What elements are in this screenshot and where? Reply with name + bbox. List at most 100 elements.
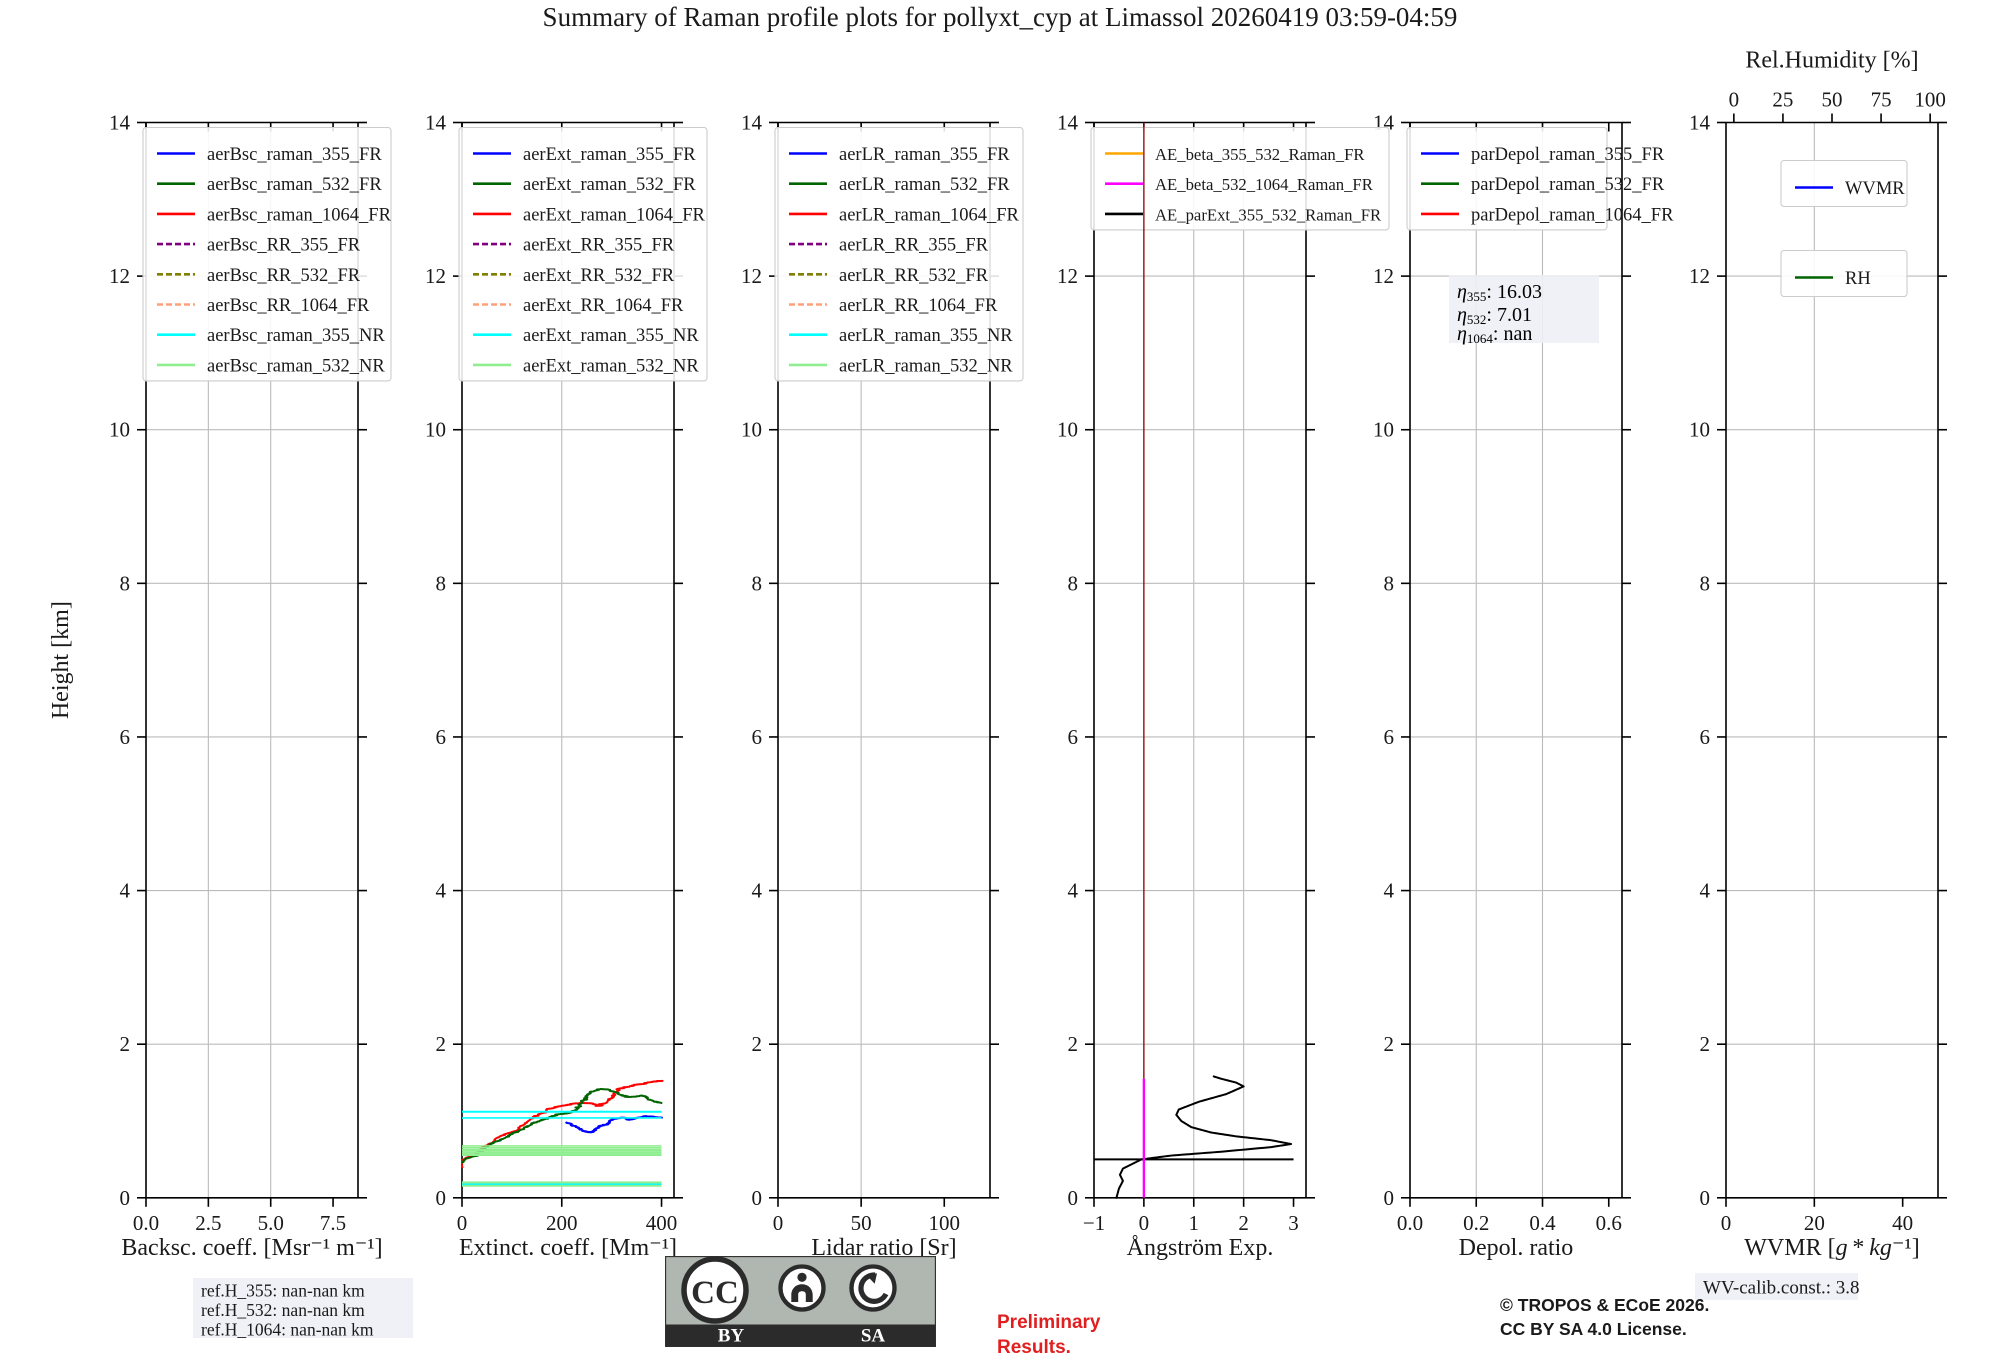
svg-text:aerBsc_RR_1064_FR: aerBsc_RR_1064_FR	[207, 296, 370, 316]
svg-text:14: 14	[1057, 111, 1079, 135]
svg-text:4: 4	[752, 879, 763, 903]
svg-text:6: 6	[436, 725, 447, 749]
svg-text:0: 0	[773, 1211, 784, 1235]
svg-text:25: 25	[1772, 88, 1793, 112]
svg-text:10: 10	[1689, 418, 1710, 442]
svg-text:Height [km]: Height [km]	[48, 601, 74, 719]
svg-text:6: 6	[752, 725, 763, 749]
svg-text:0: 0	[1721, 1211, 1732, 1235]
svg-text:WVMR [g * kg⁻¹]: WVMR [g * kg⁻¹]	[1744, 1235, 1919, 1261]
svg-text:aerLR_RR_532_FR: aerLR_RR_532_FR	[839, 266, 989, 286]
svg-text:8: 8	[752, 571, 763, 595]
svg-text:0: 0	[1729, 88, 1740, 112]
svg-text:8: 8	[436, 571, 447, 595]
svg-text:aerBsc_raman_355_FR: aerBsc_raman_355_FR	[207, 145, 382, 165]
svg-text:Ångström Exp.: Ångström Exp.	[1127, 1235, 1274, 1261]
svg-text:14: 14	[1689, 111, 1711, 135]
svg-text:6: 6	[1384, 725, 1395, 749]
svg-text:AE_beta_355_532_Raman_FR: AE_beta_355_532_Raman_FR	[1155, 145, 1365, 164]
svg-text:6: 6	[120, 725, 131, 749]
svg-text:0.0: 0.0	[1397, 1211, 1423, 1235]
svg-text:2: 2	[752, 1032, 763, 1056]
svg-text:12: 12	[109, 264, 130, 288]
svg-text:SA: SA	[861, 1326, 886, 1347]
svg-text:aerBsc_RR_355_FR: aerBsc_RR_355_FR	[207, 236, 361, 256]
svg-text:10: 10	[741, 418, 762, 442]
svg-text:0: 0	[457, 1211, 468, 1235]
svg-text:0.4: 0.4	[1529, 1211, 1556, 1235]
svg-text:aerExt_raman_355_NR: aerExt_raman_355_NR	[523, 326, 699, 346]
svg-text:aerBsc_raman_1064_FR: aerBsc_raman_1064_FR	[207, 205, 392, 225]
svg-text:Rel.Humidity [%]: Rel.Humidity [%]	[1745, 48, 1918, 74]
svg-text:7.5: 7.5	[320, 1211, 346, 1235]
svg-text:ref.H_355: nan-nan km: ref.H_355: nan-nan km	[201, 1281, 365, 1301]
svg-text:10: 10	[425, 418, 446, 442]
svg-text:14: 14	[425, 111, 447, 135]
svg-text:aerLR_raman_1064_FR: aerLR_raman_1064_FR	[839, 205, 1019, 225]
svg-text:0.0: 0.0	[133, 1211, 159, 1235]
svg-text:100: 100	[929, 1211, 961, 1235]
svg-text:aerExt_RR_355_FR: aerExt_RR_355_FR	[523, 236, 675, 256]
svg-text:ref.H_1064: nan-nan km: ref.H_1064: nan-nan km	[201, 1320, 374, 1340]
svg-text:12: 12	[741, 264, 762, 288]
svg-text:aerExt_raman_532_FR: aerExt_raman_532_FR	[523, 175, 696, 195]
svg-text:0: 0	[752, 1186, 763, 1210]
svg-text:aerExt_raman_1064_FR: aerExt_raman_1064_FR	[523, 205, 706, 225]
svg-text:10: 10	[1057, 418, 1078, 442]
svg-text:14: 14	[741, 111, 763, 135]
svg-text:parDepol_raman_1064_FR: parDepol_raman_1064_FR	[1471, 205, 1674, 225]
svg-text:2: 2	[1068, 1032, 1079, 1056]
svg-text:12: 12	[425, 264, 446, 288]
svg-text:50: 50	[851, 1211, 872, 1235]
svg-text:8: 8	[1384, 571, 1395, 595]
svg-text:14: 14	[109, 111, 131, 135]
svg-text:aerBsc_raman_532_NR: aerBsc_raman_532_NR	[207, 356, 385, 376]
svg-text:0: 0	[1139, 1211, 1150, 1235]
svg-text:4: 4	[1384, 879, 1395, 903]
svg-text:4: 4	[436, 879, 447, 903]
svg-text:8: 8	[1068, 571, 1079, 595]
svg-text:0.6: 0.6	[1596, 1211, 1622, 1235]
svg-text:2: 2	[120, 1032, 131, 1056]
svg-text:aerExt_raman_532_NR: aerExt_raman_532_NR	[523, 356, 699, 376]
svg-text:0: 0	[436, 1186, 447, 1210]
svg-text:0: 0	[1068, 1186, 1079, 1210]
svg-text:0: 0	[120, 1186, 131, 1210]
svg-text:aerBsc_RR_532_FR: aerBsc_RR_532_FR	[207, 266, 361, 286]
svg-text:2: 2	[1238, 1211, 1249, 1235]
svg-text:12: 12	[1057, 264, 1078, 288]
svg-text:50: 50	[1822, 88, 1843, 112]
svg-text:aerLR_raman_355_NR: aerLR_raman_355_NR	[839, 326, 1013, 346]
svg-text:aerLR_RR_355_FR: aerLR_RR_355_FR	[839, 236, 989, 256]
svg-text:100: 100	[1914, 88, 1946, 112]
svg-text:RH: RH	[1845, 269, 1871, 289]
svg-text:aerLR_raman_532_NR: aerLR_raman_532_NR	[839, 356, 1013, 376]
svg-text:Backsc. coeff. [Msr⁻¹ m⁻¹]: Backsc. coeff. [Msr⁻¹ m⁻¹]	[121, 1235, 382, 1261]
svg-text:Extinct. coeff. [Mm⁻¹]: Extinct. coeff. [Mm⁻¹]	[459, 1235, 677, 1261]
svg-text:10: 10	[109, 418, 130, 442]
svg-text:ref.H_532: nan-nan km: ref.H_532: nan-nan km	[201, 1300, 365, 1320]
svg-text:−1: −1	[1083, 1211, 1105, 1235]
svg-text:400: 400	[646, 1211, 678, 1235]
svg-text:0.2: 0.2	[1463, 1211, 1489, 1235]
svg-text:4: 4	[1068, 879, 1079, 903]
svg-text:10: 10	[1373, 418, 1394, 442]
svg-text:75: 75	[1871, 88, 1892, 112]
svg-text:4: 4	[120, 879, 131, 903]
svg-text:BY: BY	[718, 1326, 745, 1347]
svg-text:0: 0	[1700, 1186, 1711, 1210]
svg-text:8: 8	[120, 571, 131, 595]
svg-text:parDepol_raman_355_FR: parDepol_raman_355_FR	[1471, 145, 1665, 165]
svg-text:aerLR_RR_1064_FR: aerLR_RR_1064_FR	[839, 296, 998, 316]
svg-text:0: 0	[1384, 1186, 1395, 1210]
svg-text:2: 2	[1384, 1032, 1395, 1056]
svg-text:12: 12	[1689, 264, 1710, 288]
svg-text:aerExt_RR_532_FR: aerExt_RR_532_FR	[523, 266, 675, 286]
svg-text:6: 6	[1068, 725, 1079, 749]
svg-text:AE_parExt_355_532_Raman_FR: AE_parExt_355_532_Raman_FR	[1155, 205, 1382, 224]
svg-text:AE_beta_532_1064_Raman_FR: AE_beta_532_1064_Raman_FR	[1155, 175, 1374, 194]
svg-text:3: 3	[1288, 1211, 1299, 1235]
svg-text:20: 20	[1804, 1211, 1825, 1235]
svg-text:8: 8	[1700, 571, 1711, 595]
svg-text:WVMR: WVMR	[1845, 179, 1905, 199]
